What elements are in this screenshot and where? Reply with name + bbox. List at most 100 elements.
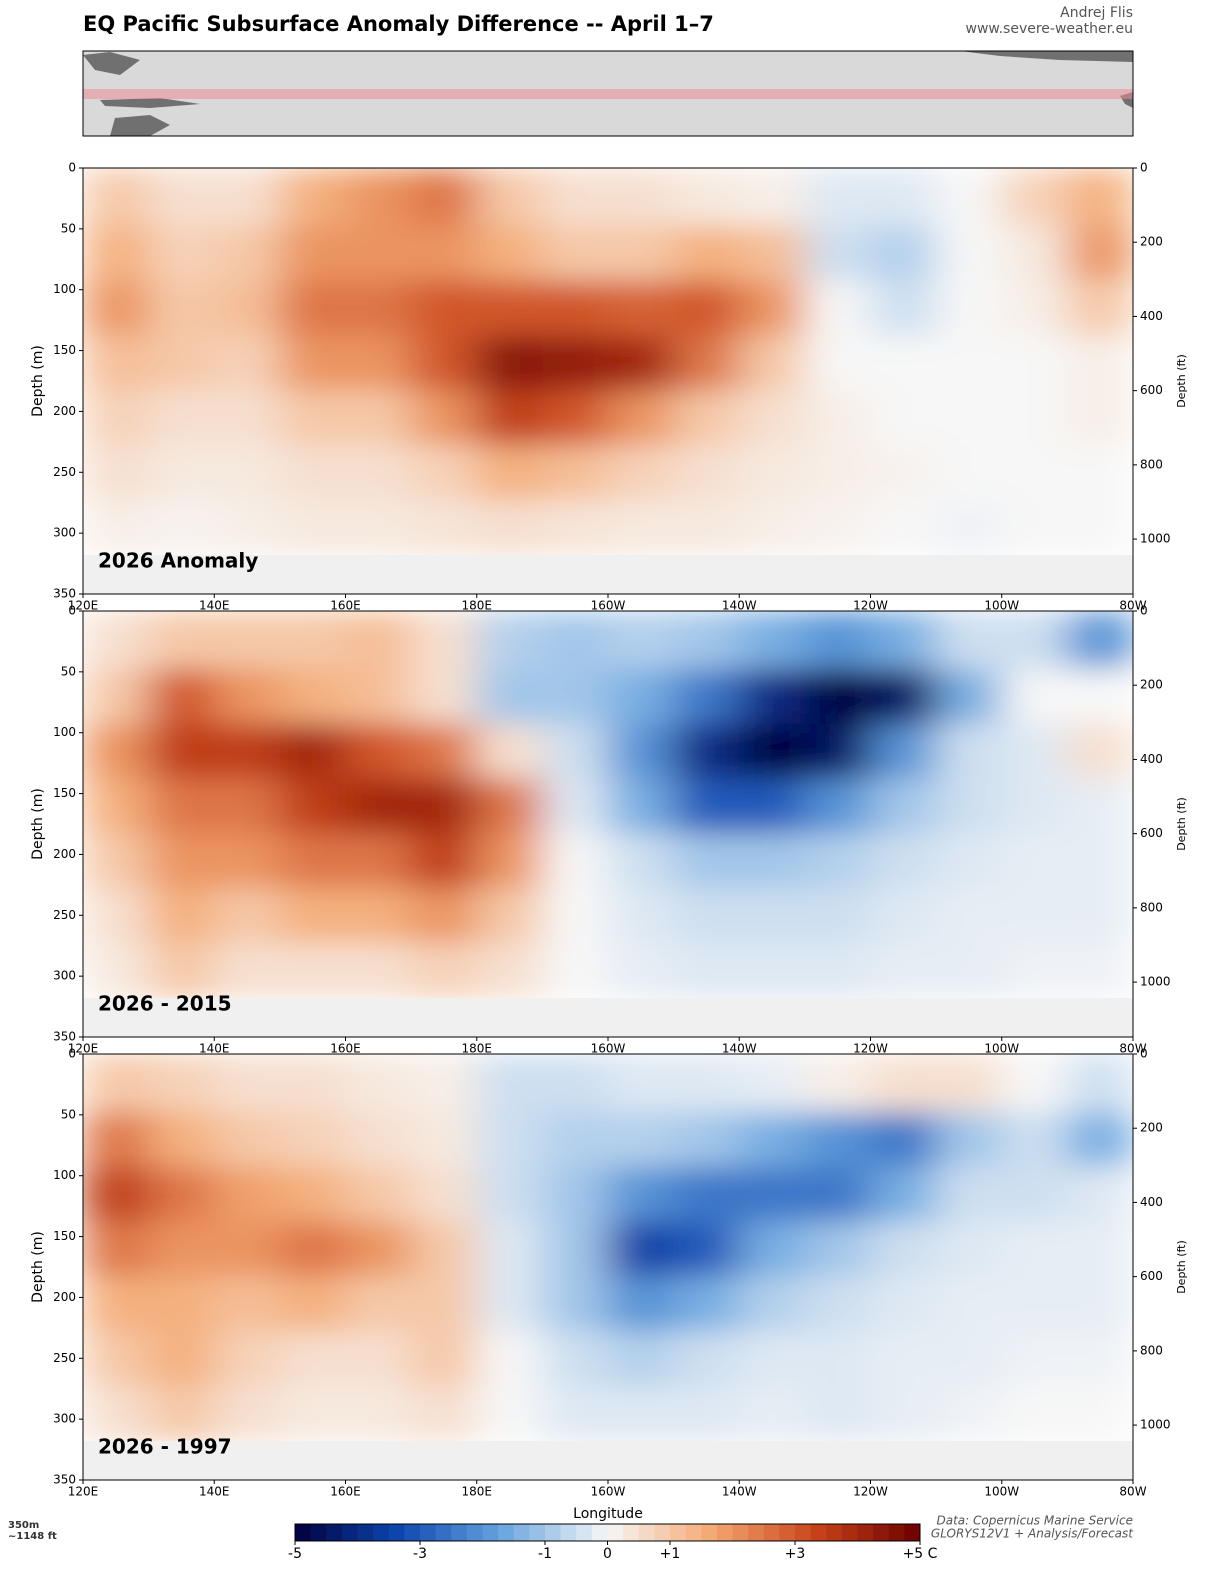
colorbar-step [826, 1524, 843, 1541]
heatmap-cell [542, 833, 609, 889]
heatmap-cell [214, 1221, 281, 1277]
heatmap-cell [476, 1054, 543, 1113]
heatmap-cell [870, 1054, 937, 1113]
colorbar-step [295, 1524, 312, 1541]
heatmap-cell [214, 225, 281, 282]
heatmap-cell [411, 1054, 478, 1113]
colorbar-tick-label: +3 [785, 1546, 806, 1562]
x-tick-label: 120E [68, 1485, 99, 1499]
x-tick-label: 140W [722, 1042, 757, 1056]
heatmap-cell [936, 499, 1003, 556]
heatmap-cell [1067, 390, 1133, 446]
heatmap-cell [673, 1111, 740, 1168]
heatmap-cell [673, 1221, 740, 1277]
heatmap-cell [804, 1330, 871, 1387]
heatmap-cell [83, 1054, 150, 1113]
heatmap-cell [936, 1330, 1003, 1387]
heatmap-cell [804, 668, 871, 725]
heatmap-cell [608, 1166, 675, 1222]
x-tick-label: 80W [1119, 599, 1146, 613]
heatmap-cell [1001, 390, 1068, 446]
y-tick-label: 300 [53, 526, 76, 540]
heatmap-cell [476, 225, 543, 282]
heatmap-cell [1001, 225, 1068, 282]
y2-tick-label: 200 [1140, 1121, 1163, 1135]
heatmap-cell [148, 280, 215, 336]
heatmap-cell [739, 1385, 806, 1442]
x-tick-label: 160W [591, 1485, 626, 1499]
y-tick-label: 350 [53, 1473, 76, 1487]
heatmap-cell [936, 168, 1003, 227]
y-tick-label: 350 [53, 587, 76, 601]
heatmap-cell [214, 778, 281, 834]
heatmap-cell [608, 499, 675, 556]
heatmap-cell [673, 778, 740, 834]
heatmap-cell [279, 1276, 346, 1332]
y-tick-label: 100 [53, 282, 76, 296]
heatmap-cell [870, 280, 937, 336]
heatmap-cell [542, 1276, 609, 1332]
heatmap-cell [279, 1166, 346, 1222]
y-tick-label: 200 [53, 1290, 76, 1304]
colorbar-step [513, 1524, 530, 1541]
heatmap-cell [673, 499, 740, 556]
heatmap-cell [1001, 444, 1068, 501]
colorbar-step [404, 1524, 421, 1541]
heatmap-cell [936, 1276, 1003, 1332]
heatmap-cell [411, 1166, 478, 1222]
y2-tick-label: 1000 [1140, 532, 1171, 546]
heatmap-cell [83, 1385, 150, 1442]
heatmap-cell [739, 942, 806, 999]
x-tick-label: 140W [722, 1485, 757, 1499]
heatmap-cell [476, 1330, 543, 1387]
heatmap-cell [936, 390, 1003, 446]
heatmap-cell [1001, 1054, 1068, 1113]
heatmap-cell [739, 335, 806, 391]
y2-tick-label: 0 [1140, 161, 1148, 175]
panel-label: 2026 - 1997 [98, 1435, 232, 1459]
colorbar-step [779, 1524, 796, 1541]
heatmap-cell [214, 1111, 281, 1168]
heatmap-cell [870, 168, 937, 227]
heatmap-cell [148, 1221, 215, 1277]
heatmap-cell [345, 444, 412, 501]
heatmap-cell [542, 168, 609, 227]
heatmap-cell [345, 1276, 412, 1332]
heatmap-cell [804, 444, 871, 501]
heatmap-cell [542, 1330, 609, 1387]
heatmap-cell [673, 225, 740, 282]
colorbar-step [873, 1524, 890, 1541]
heatmap-cell [542, 668, 609, 725]
heatmap-cell [1067, 335, 1133, 391]
heatmap-cell [739, 1221, 806, 1277]
no-data-region [83, 998, 1133, 1037]
heatmap-cell [739, 499, 806, 556]
heatmap-cell [411, 723, 478, 779]
y2-tick-label: 400 [1140, 1195, 1163, 1209]
heatmap-cell [1067, 1221, 1133, 1277]
heatmap-cell [673, 390, 740, 446]
heatmap-cell [804, 723, 871, 779]
heatmap-cell [83, 833, 150, 889]
colorbar-step [435, 1524, 452, 1541]
heatmap-cell [673, 1385, 740, 1442]
x-tick-label: 140E [199, 1042, 230, 1056]
heatmap-cell [214, 168, 281, 227]
chart-title: EQ Pacific Subsurface Anomaly Difference… [83, 12, 714, 36]
heatmap-cell [804, 611, 871, 670]
heatmap-cell [411, 1330, 478, 1387]
heatmap-cell [804, 280, 871, 336]
colorbar-tick-label: -5 [288, 1546, 302, 1562]
heatmap-cell [1001, 611, 1068, 670]
heatmap-cell [279, 778, 346, 834]
heatmap-cell [673, 723, 740, 779]
heatmap-cell [804, 778, 871, 834]
heatmap-cell [148, 887, 215, 944]
no-data-region [83, 1441, 1133, 1480]
heatmap-cell [83, 280, 150, 336]
colorbar-step [591, 1524, 608, 1541]
panel-label: 2026 - 2015 [98, 992, 232, 1016]
heatmap-cell [148, 1054, 215, 1113]
heatmap-cell [345, 833, 412, 889]
